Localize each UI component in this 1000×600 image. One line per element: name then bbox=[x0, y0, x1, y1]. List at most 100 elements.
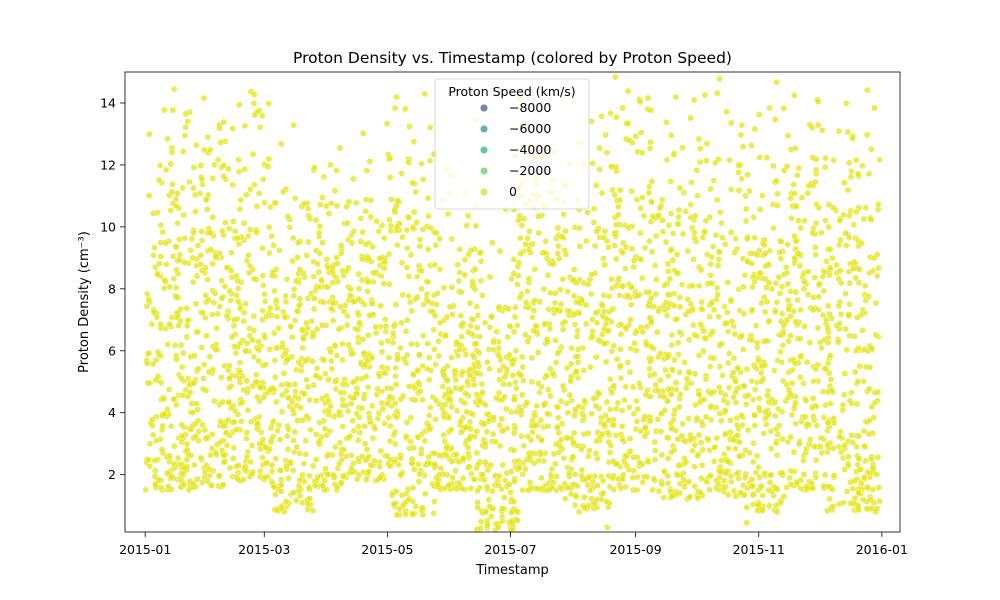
data-point bbox=[751, 386, 759, 393]
data-point bbox=[426, 124, 434, 131]
data-point bbox=[600, 255, 607, 262]
data-point bbox=[365, 278, 372, 285]
data-point bbox=[631, 339, 638, 347]
data-point bbox=[555, 449, 563, 456]
data-point bbox=[448, 235, 455, 243]
data-point bbox=[465, 328, 472, 336]
data-point bbox=[193, 400, 200, 407]
data-point bbox=[748, 476, 756, 483]
data-point bbox=[706, 213, 714, 221]
data-point bbox=[190, 461, 198, 469]
data-point bbox=[387, 227, 395, 235]
data-point bbox=[674, 220, 682, 228]
data-point bbox=[675, 462, 682, 469]
data-point bbox=[286, 381, 293, 389]
data-point bbox=[146, 440, 154, 447]
data-point bbox=[638, 129, 645, 136]
data-point bbox=[220, 118, 228, 126]
data-point bbox=[469, 411, 477, 418]
data-point bbox=[259, 244, 266, 252]
data-point bbox=[412, 503, 419, 510]
data-point bbox=[465, 435, 473, 443]
data-point bbox=[875, 201, 882, 208]
data-point bbox=[145, 456, 152, 463]
data-point bbox=[860, 427, 868, 435]
data-point bbox=[777, 317, 785, 325]
data-point bbox=[791, 190, 798, 197]
data-point bbox=[495, 345, 503, 352]
data-point bbox=[445, 481, 452, 489]
data-point bbox=[580, 366, 587, 374]
data-point bbox=[444, 210, 452, 218]
data-point bbox=[516, 212, 524, 220]
data-point bbox=[496, 472, 503, 480]
data-point bbox=[642, 424, 649, 431]
data-point bbox=[361, 361, 369, 368]
data-point bbox=[403, 264, 411, 271]
data-point bbox=[343, 321, 351, 329]
data-point bbox=[315, 229, 323, 237]
data-point bbox=[293, 443, 301, 451]
data-point bbox=[530, 307, 538, 314]
data-point bbox=[517, 371, 525, 379]
data-point bbox=[319, 482, 327, 490]
data-point bbox=[847, 173, 855, 181]
data-point bbox=[536, 389, 543, 396]
data-point bbox=[320, 173, 327, 181]
data-point bbox=[249, 336, 256, 344]
data-point bbox=[244, 232, 252, 240]
data-point bbox=[198, 237, 206, 244]
data-point bbox=[311, 164, 318, 171]
data-point bbox=[278, 381, 285, 389]
data-point bbox=[804, 291, 812, 298]
data-point bbox=[765, 317, 773, 325]
data-point bbox=[743, 519, 750, 526]
data-point bbox=[145, 349, 153, 357]
data-point bbox=[244, 389, 251, 396]
data-point bbox=[840, 499, 847, 506]
data-point bbox=[626, 368, 634, 376]
data-point bbox=[484, 358, 491, 366]
data-point bbox=[778, 408, 786, 416]
data-point bbox=[282, 298, 290, 306]
data-point bbox=[318, 321, 326, 329]
data-point bbox=[564, 434, 571, 442]
data-point bbox=[313, 365, 321, 372]
data-point bbox=[569, 453, 576, 461]
data-point bbox=[406, 298, 414, 306]
data-point bbox=[767, 428, 775, 435]
data-point bbox=[751, 125, 759, 133]
data-point bbox=[663, 119, 670, 126]
data-point bbox=[828, 387, 836, 394]
data-point bbox=[267, 438, 275, 446]
data-point bbox=[377, 473, 384, 481]
data-point bbox=[425, 212, 432, 220]
data-point bbox=[183, 333, 191, 341]
data-point bbox=[668, 341, 676, 349]
legend-entry-label: −4000 bbox=[509, 142, 551, 157]
data-point bbox=[471, 285, 479, 293]
data-point bbox=[567, 490, 575, 498]
data-point bbox=[826, 400, 834, 407]
data-point bbox=[599, 302, 606, 309]
data-point bbox=[410, 208, 418, 216]
data-point bbox=[652, 232, 660, 240]
data-point bbox=[674, 471, 681, 479]
data-point bbox=[247, 458, 254, 466]
data-point bbox=[177, 317, 184, 325]
data-point bbox=[472, 222, 480, 230]
data-point bbox=[372, 323, 379, 331]
data-point bbox=[207, 229, 214, 236]
data-point bbox=[744, 427, 752, 434]
data-point bbox=[864, 483, 871, 491]
data-point bbox=[216, 303, 223, 310]
data-point bbox=[510, 328, 518, 336]
data-point bbox=[486, 503, 493, 510]
x-tick-label: 2015-07 bbox=[484, 542, 536, 557]
data-point bbox=[254, 425, 261, 433]
data-point bbox=[758, 369, 765, 377]
data-point bbox=[369, 243, 376, 251]
data-point bbox=[143, 360, 151, 367]
data-point bbox=[728, 318, 736, 325]
